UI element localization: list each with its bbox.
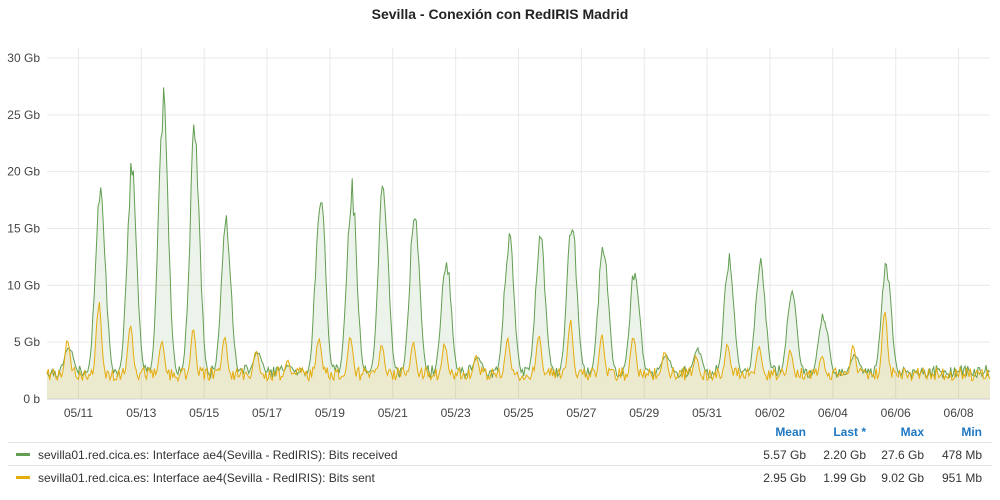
- y-tick-label: 15 Gb: [7, 222, 40, 236]
- y-tick-label: 30 Gb: [7, 51, 40, 65]
- x-tick-label: 05/21: [378, 406, 408, 420]
- legend-header-last[interactable]: Last *: [833, 425, 866, 439]
- series-sent-line: [46, 302, 991, 383]
- legend-row-sent[interactable]: sevilla01.red.cica.es: Interface ae4(Sev…: [8, 465, 992, 488]
- legend-mean-value: 5.57 Gb: [763, 448, 806, 462]
- legend-mean-value: 2.95 Gb: [763, 471, 806, 485]
- legend: Mean Last * Max Min sevilla01.red.cica.e…: [8, 420, 992, 488]
- legend-header-mean[interactable]: Mean: [775, 425, 806, 439]
- x-tick-label: 06/06: [881, 406, 911, 420]
- x-tick-label: 05/23: [441, 406, 471, 420]
- y-tick-label: 0 b: [23, 392, 40, 406]
- legend-max-value: 9.02 Gb: [881, 471, 924, 485]
- series-received-line: [46, 87, 991, 380]
- legend-min-value: 478 Mb: [941, 448, 982, 462]
- x-tick-label: 06/04: [818, 406, 848, 420]
- x-tick-label: 05/31: [692, 406, 722, 420]
- x-tick-label: 05/27: [566, 406, 596, 420]
- y-tick-label: 25 Gb: [7, 108, 40, 122]
- legend-last-value: 1.99 Gb: [823, 471, 866, 485]
- chart-plot[interactable]: 0 b 5 Gb 10 Gb 15 Gb 20 Gb 25 Gb 30 Gb 05/11 05/…: [0, 0, 1000, 420]
- series-received-area: [47, 87, 990, 400]
- x-tick-label: 05/19: [315, 406, 345, 420]
- legend-swatch-received: [16, 453, 30, 456]
- x-tick-label: 06/08: [944, 406, 974, 420]
- x-tick-label: 05/11: [64, 406, 93, 420]
- legend-series-name[interactable]: sevilla01.red.cica.es: Interface ae4(Sev…: [38, 448, 398, 462]
- legend-min-value: 951 Mb: [941, 471, 982, 485]
- x-tick-label: 05/13: [126, 406, 156, 420]
- x-tick-label: 06/02: [755, 406, 785, 420]
- x-tick-label: 05/15: [189, 406, 219, 420]
- series-sent-area: [47, 302, 990, 399]
- legend-header-max[interactable]: Max: [900, 425, 924, 439]
- legend-header-min[interactable]: Min: [961, 425, 982, 439]
- y-tick-label: 5 Gb: [14, 335, 40, 349]
- x-tick-label: 05/17: [252, 406, 282, 420]
- legend-swatch-sent: [16, 476, 30, 479]
- x-tick-label: 05/25: [503, 406, 533, 420]
- legend-row-received[interactable]: sevilla01.red.cica.es: Interface ae4(Sev…: [8, 442, 992, 465]
- legend-max-value: 27.6 Gb: [881, 448, 924, 462]
- y-tick-label: 20 Gb: [7, 165, 40, 179]
- y-tick-label: 10 Gb: [7, 278, 40, 292]
- legend-header: Mean Last * Max Min: [8, 420, 992, 442]
- legend-series-name[interactable]: sevilla01.red.cica.es: Interface ae4(Sev…: [38, 471, 375, 485]
- x-tick-label: 05/29: [629, 406, 659, 420]
- legend-last-value: 2.20 Gb: [823, 448, 866, 462]
- chart-title: Sevilla - Conexión con RedIRIS Madrid: [371, 6, 629, 22]
